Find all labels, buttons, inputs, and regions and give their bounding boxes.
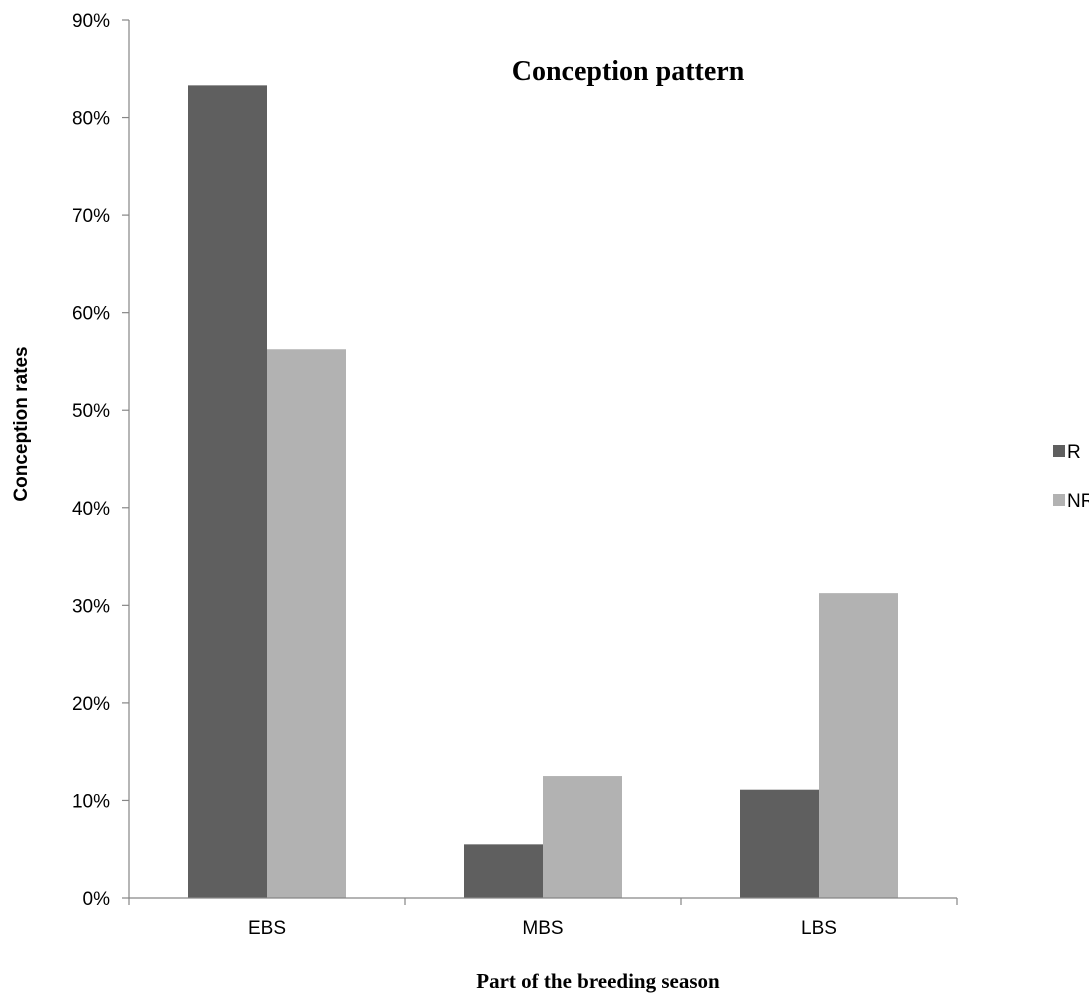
x-tick-label-lbs: LBS xyxy=(801,918,837,939)
x-axis-ticks: EBS MBS LBS xyxy=(128,898,958,939)
legend-label-r: R xyxy=(1067,442,1081,463)
y-tick-label: 20% xyxy=(72,694,110,715)
legend-label-nr: NR xyxy=(1067,491,1089,512)
x-tick-label-mbs: MBS xyxy=(522,918,563,939)
y-tick-label: 80% xyxy=(72,109,110,130)
y-tick-label: 30% xyxy=(72,596,110,617)
legend-swatch-nr xyxy=(1053,494,1065,506)
x-axis-title: Part of the breeding season xyxy=(476,969,720,993)
bar-nr-mbs xyxy=(543,776,622,898)
x-tick-label-ebs: EBS xyxy=(248,918,286,939)
y-axis-ticks: 0% 10% 20% 30% 40% 50% 60% 70% 80% 90% xyxy=(72,11,129,910)
y-tick-label: 90% xyxy=(72,11,110,32)
bars-group xyxy=(188,85,898,898)
bar-nr-lbs xyxy=(819,593,898,898)
legend-swatch-r xyxy=(1053,445,1065,457)
y-tick-label: 10% xyxy=(72,791,110,812)
y-tick-label: 60% xyxy=(72,304,110,325)
bar-nr-ebs xyxy=(267,349,346,898)
y-tick-label: 50% xyxy=(72,401,110,422)
y-axis-title: Conception rates xyxy=(11,346,32,501)
y-tick-label: 0% xyxy=(83,889,111,910)
bar-r-lbs xyxy=(740,789,819,898)
legend: R NR xyxy=(1053,442,1089,512)
bar-r-mbs xyxy=(464,844,543,898)
y-tick-label: 40% xyxy=(72,499,110,520)
y-tick-label: 70% xyxy=(72,206,110,227)
chart-title: Conception pattern xyxy=(512,56,745,87)
bar-r-ebs xyxy=(188,85,267,898)
